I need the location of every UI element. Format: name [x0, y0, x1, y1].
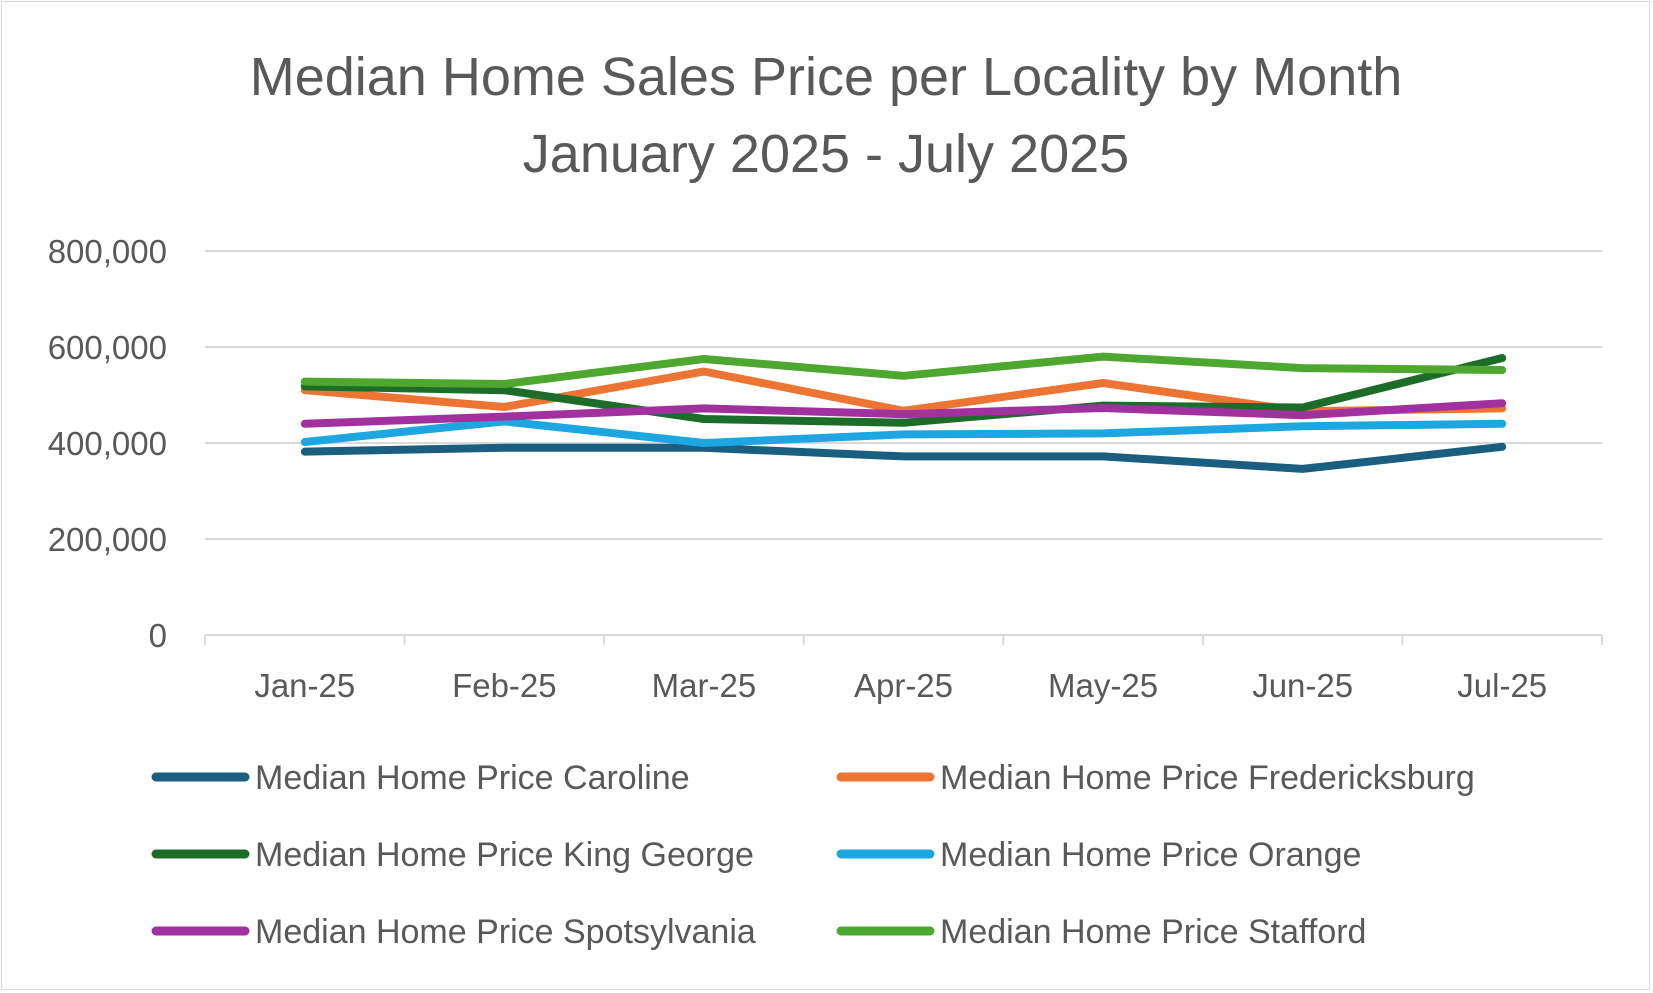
chart-subtitle: January 2025 - July 2025 — [523, 124, 1129, 184]
legend-label: Median Home Price Stafford — [940, 913, 1366, 951]
series-lines — [300, 352, 1507, 473]
series-line-3 — [300, 354, 1507, 427]
series-line-6 — [300, 352, 1507, 388]
y-tick-label: 400,000 — [48, 425, 167, 462]
legend: Median Home Price Caroline Median Home Pr… — [151, 759, 1475, 951]
x-tick-label: Feb-25 — [452, 667, 557, 704]
y-tick-label: 600,000 — [48, 329, 167, 366]
legend-label: Median Home Price Spotsylvania — [255, 913, 756, 951]
legend-label: Median Home Price Fredericksburg — [940, 759, 1475, 797]
x-tick-label: Jan-25 — [254, 667, 355, 704]
x-tick-label: Jun-25 — [1252, 667, 1353, 704]
y-axis-tick-labels: 0 200,000 400,000 600,000 800,000 — [48, 233, 167, 654]
x-axis-tick-labels: Jan-25 Feb-25 Mar-25 Apr-25 May-25 Jun-25 Jul-… — [254, 667, 1547, 704]
x-tick-label: May-25 — [1048, 667, 1158, 704]
series-line-4 — [300, 417, 1507, 447]
legend-label: Median Home Price Caroline — [255, 759, 690, 797]
x-axis — [204, 634, 1603, 645]
series-line-1 — [300, 442, 1507, 473]
gridlines — [205, 250, 1602, 540]
x-tick-label: Apr-25 — [854, 667, 953, 704]
chart-title: Median Home Sales Price per Locality by … — [250, 47, 1403, 107]
y-tick-label: 0 — [149, 617, 167, 654]
x-tick-label: Mar-25 — [652, 667, 757, 704]
legend-label: Median Home Price Orange — [940, 836, 1361, 874]
legend-label: Median Home Price King George — [255, 836, 754, 874]
y-tick-label: 200,000 — [48, 521, 167, 558]
x-tick-label: Jul-25 — [1457, 667, 1547, 704]
y-tick-label: 800,000 — [48, 233, 167, 270]
series-line-5 — [300, 399, 1507, 428]
